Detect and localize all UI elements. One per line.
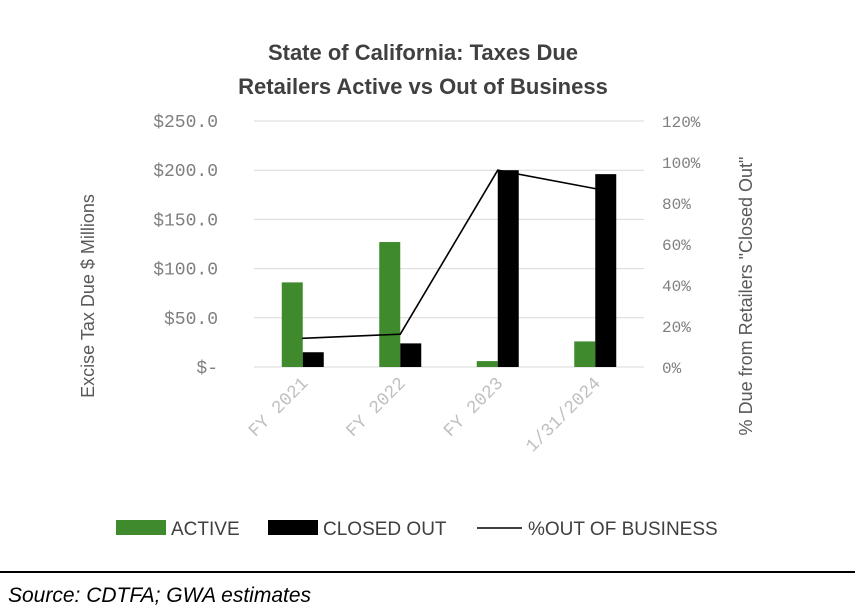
y-tick-label: $100.0 xyxy=(153,261,218,281)
y2-tick-label: 40% xyxy=(662,278,691,296)
line-point xyxy=(496,169,499,171)
legend-swatch xyxy=(268,520,318,535)
y-tick-label: $250.0 xyxy=(153,113,218,133)
bar-closed-out-3 xyxy=(595,174,617,367)
legend-label: ACTIVE xyxy=(171,519,240,540)
left-axis-title: Excise Tax Due $ Millions xyxy=(78,194,98,398)
x-tick-label: 1/31/2024 xyxy=(523,374,606,457)
bar-active-2 xyxy=(476,361,498,367)
source-note: Source: CDTFA; GWA estimates xyxy=(8,584,312,607)
y2-tick-label: 120% xyxy=(662,114,701,132)
y-tick-label: $200.0 xyxy=(153,162,218,182)
right-axis-title: % Due from Retailers "Closed Out" xyxy=(736,157,756,436)
bar-closed-out-0 xyxy=(302,352,324,367)
y2-tick-label: 20% xyxy=(662,319,691,337)
line-out-of-business xyxy=(302,169,596,340)
x-axis-ticks: FY 2021 FY 2022 FY 2023 1/31/2024 xyxy=(245,374,605,457)
bar-active-1 xyxy=(379,242,401,367)
y2-tick-label: 0% xyxy=(662,360,682,378)
chart-title-line-2: Retailers Active vs Out of Business xyxy=(238,74,608,99)
y-tick-label: $150.0 xyxy=(153,211,218,231)
legend-swatch xyxy=(116,520,166,535)
x-tick-label: FY 2022 xyxy=(343,374,411,442)
right-axis-ticks: 0% 20% 40% 60% 80% 100% 120% xyxy=(662,114,701,378)
bar-closed-out-1 xyxy=(400,343,422,367)
bar-closed-out-2 xyxy=(497,170,519,367)
y2-tick-label: 60% xyxy=(662,237,691,255)
y-tick-label: $50.0 xyxy=(164,310,218,330)
legend-label: %OUT OF BUSINESS xyxy=(528,519,718,540)
left-axis-ticks: $- $50.0 $100.0 $150.0 $200.0 $250.0 xyxy=(153,113,218,379)
x-tick-label: FY 2023 xyxy=(440,374,508,442)
bar-active-3 xyxy=(574,341,596,367)
y-tick-label: $- xyxy=(196,359,218,379)
legend-label: CLOSED OUT xyxy=(323,519,447,540)
gridlines xyxy=(254,120,644,368)
line-point xyxy=(301,337,304,340)
line-point xyxy=(399,333,402,336)
chart-title-line-1: State of California: Taxes Due xyxy=(268,40,578,65)
legend: ACTIVE CLOSED OUT %OUT OF BUSINESS xyxy=(116,519,718,540)
line-point xyxy=(594,187,597,190)
line-series xyxy=(301,169,597,340)
x-tick-label: FY 2021 xyxy=(245,374,313,442)
bar-series xyxy=(281,170,617,367)
bar-active-0 xyxy=(281,282,303,367)
y2-tick-label: 80% xyxy=(662,196,691,214)
y2-tick-label: 100% xyxy=(662,155,701,173)
